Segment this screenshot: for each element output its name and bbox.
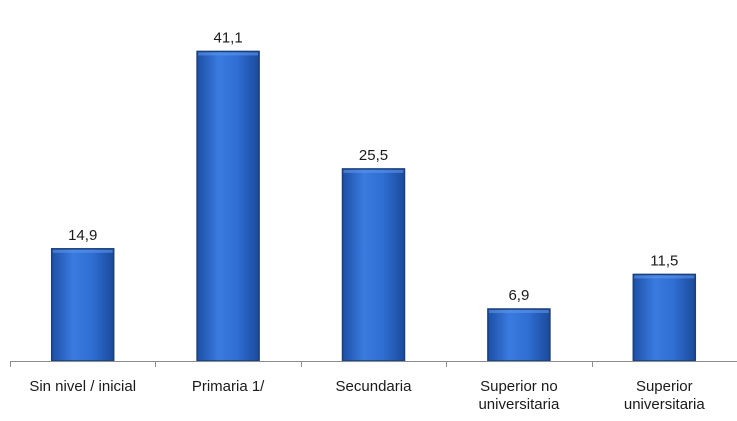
x-tick-label: Sin nivel / inicial [29, 378, 136, 395]
value-labels-layer: 14,9 41,1 25,5 6,9 11,5 [68, 29, 678, 304]
bars-layer [50, 50, 697, 362]
bar [341, 168, 406, 362]
data-label: 14,9 [68, 227, 97, 244]
x-tick-label: Superior no universitaria [478, 378, 560, 413]
bar-top-highlight [488, 310, 549, 313]
bar [487, 308, 551, 362]
x-tick-label: Superior universitaria [624, 378, 706, 413]
bar-top-highlight [634, 275, 695, 279]
data-label: 25,5 [359, 147, 388, 164]
x-tick-label: Primaria 1/ [192, 378, 265, 395]
data-label: 41,1 [213, 29, 242, 46]
data-label: 6,9 [508, 287, 529, 304]
bar-top-highlight [198, 52, 259, 56]
bar [50, 248, 115, 362]
bar-top-highlight [52, 249, 113, 253]
x-tick-label: Secundaria [336, 378, 413, 395]
data-label: 11,5 [650, 252, 678, 269]
bar [196, 50, 260, 362]
bar-top-highlight [343, 169, 404, 173]
bar [632, 273, 697, 362]
x-axis: Sin nivel / inicial Primaria 1/Secundaria… [10, 361, 737, 413]
